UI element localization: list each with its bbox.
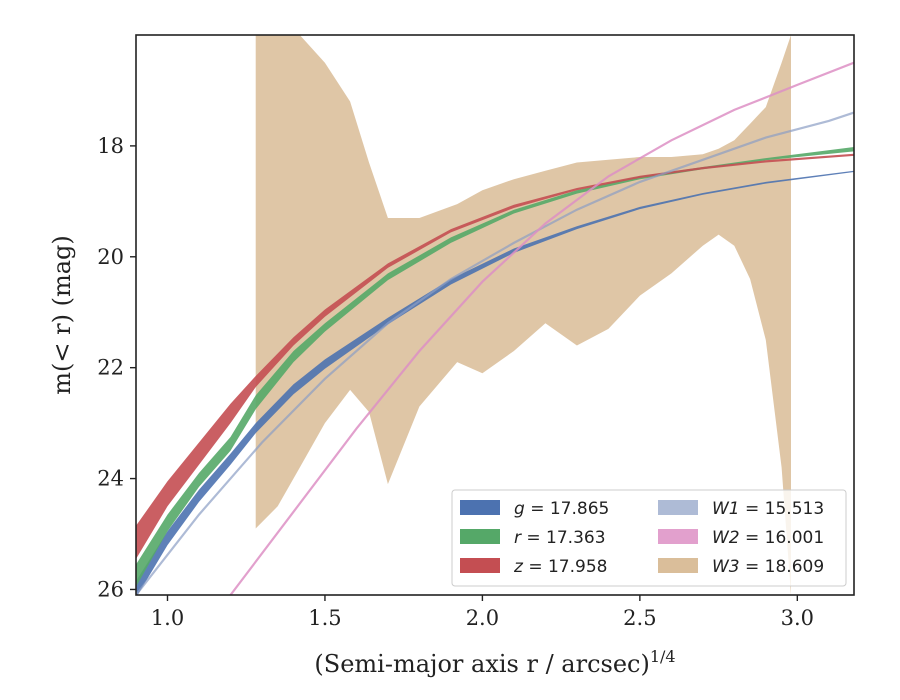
x-axis-title: (Semi-major axis r / arcsec)1/4 (314, 647, 675, 678)
legend-swatch-w2 (658, 529, 698, 544)
legend-swatch-g (460, 500, 500, 515)
legend-swatch-r (460, 529, 500, 544)
series-band-z (136, 153, 854, 559)
legend-swatch-w3 (658, 558, 698, 573)
y-tick-label: 26 (97, 577, 124, 601)
data-layer (136, 35, 854, 595)
legend-label-w3: W3 = 18.609 (712, 557, 824, 577)
series-line-w2 (229, 61, 854, 595)
legend-frame (451, 489, 847, 587)
x-axis-title-text: (Semi-major axis r / arcsec) (314, 650, 649, 678)
x-axis: 1.0 1.5 2.0 2.5 3.0 (151, 595, 814, 630)
x-tick-label: 2.0 (466, 606, 499, 630)
plot-frame (135, 34, 855, 596)
y-axis-title: m(< r) (mag) (48, 235, 76, 394)
x-axis-title-superscript: 1/4 (650, 647, 676, 666)
y-axis: 18 20 22 24 26 (97, 134, 136, 601)
y-tick-label: 24 (97, 467, 124, 491)
legend-swatch-z (460, 558, 500, 573)
x-tick-label: 1.0 (151, 606, 184, 630)
legend-label-w2: W2 = 16.001 (712, 528, 824, 548)
x-tick-label: 3.0 (781, 606, 814, 630)
x-tick-label: 1.5 (308, 606, 341, 630)
y-tick-label: 22 (97, 356, 124, 380)
legend-label-z: z = 17.958 (513, 557, 607, 577)
y-tick-label: 20 (97, 245, 124, 269)
legend-swatch-w1 (658, 500, 698, 515)
legend-label-g: g = 17.865 (514, 499, 609, 519)
legend: g = 17.865 r = 17.363 z = 17.958 W1 = 15.51… (451, 489, 847, 587)
x-tick-label: 2.5 (623, 606, 656, 630)
legend-label-w1: W1 = 15.513 (712, 499, 824, 519)
series-line-w1 (136, 111, 854, 595)
legend-label-r: r = 17.363 (514, 528, 606, 548)
y-tick-label: 18 (97, 134, 124, 158)
